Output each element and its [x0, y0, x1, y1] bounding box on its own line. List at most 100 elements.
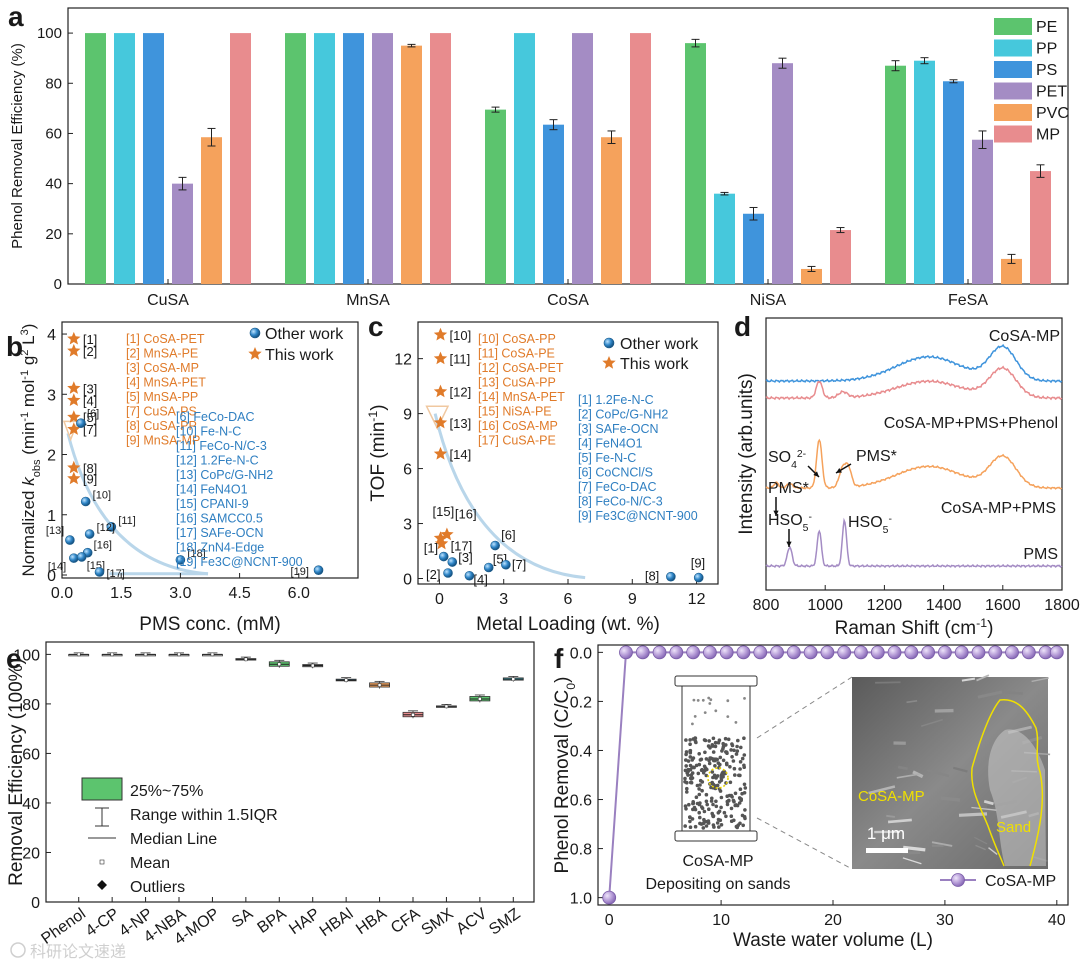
sand-grain: [710, 770, 715, 774]
legend-ball-icon: [603, 337, 615, 349]
sem-image: [852, 674, 1051, 869]
sand-grain: [700, 767, 704, 772]
ball-marker: [80, 496, 91, 507]
falling-grain: [692, 698, 696, 702]
data-point: [1021, 645, 1036, 660]
bar-MP-CuSA: [230, 33, 251, 284]
legend-label-median: Median Line: [130, 831, 217, 848]
sand-grain: [731, 798, 736, 803]
legend-outlier-icon: [97, 880, 107, 890]
sem-scale-bar: [866, 848, 908, 853]
sand-grain: [703, 750, 707, 755]
sem-flake: [906, 699, 918, 704]
sand-grain: [697, 792, 702, 797]
sand-grain: [693, 807, 698, 812]
watermark: 科研论文速递: [10, 942, 126, 961]
sem-flake: [983, 799, 994, 806]
point-label: [10]: [450, 328, 472, 343]
bar-PE-NiSA: [685, 43, 706, 284]
sand-grain: [735, 744, 739, 749]
sand-grain-shape: [988, 729, 1046, 866]
data-point: [820, 645, 835, 660]
sand-grain: [684, 738, 688, 742]
point-label: [7]: [512, 557, 526, 572]
legend-label-other: Other work: [265, 326, 344, 343]
bar-MP-NiSA: [830, 230, 851, 284]
sand-grain: [742, 736, 746, 740]
ref-other-work: [3] SAFe-OCN: [578, 422, 659, 436]
sand-grain: [712, 825, 716, 829]
trend-arrow-head: [425, 405, 450, 430]
y-tick-label: 100: [37, 25, 62, 42]
x-tick-label: 4.5: [228, 585, 250, 602]
sand-grain: [709, 799, 714, 803]
ref-this-work: [15] NiSA-PE: [478, 405, 552, 419]
sand-grain: [730, 755, 734, 759]
y-tick-label: 3: [403, 517, 412, 534]
spectrum-line-0: [765, 343, 1063, 384]
bar-MP-MnSA: [430, 33, 451, 284]
watermark-text: 科研论文速递: [30, 943, 126, 961]
sand-grain: [732, 766, 737, 771]
y-axis-label: Phenol Removal (C/C0): [552, 677, 578, 874]
mean-marker: [377, 683, 382, 687]
ref-other-work: [6] CoCNCl/S: [578, 466, 653, 480]
spectrum-label-cosa-mp: CoSA-MP: [989, 328, 1060, 345]
sand-grain: [729, 814, 734, 818]
data-point: [921, 645, 936, 660]
sand-grain: [703, 738, 708, 743]
sand-grain: [734, 752, 739, 756]
data-point: [1049, 645, 1064, 660]
sand-grain: [717, 825, 721, 829]
legend-swatch-PE: [994, 18, 1032, 35]
ref-this-work: [13] CuSA-PP: [478, 376, 556, 390]
ball-marker: [443, 568, 453, 578]
sand-grain: [698, 758, 703, 762]
mean-marker: [411, 713, 415, 717]
bar-PET-FeSA: [972, 139, 993, 284]
sand-grain: [721, 746, 725, 751]
x-axis-label: Metal Loading (wt. %): [476, 614, 660, 635]
sand-grain: [697, 787, 701, 791]
legend-star-icon: [602, 356, 616, 369]
sand-grain: [704, 792, 709, 797]
data-point: [602, 890, 617, 905]
mean-marker: [76, 652, 81, 657]
sand-grain: [742, 753, 747, 757]
x-tick-label: 1400: [926, 597, 962, 614]
sem-flake: [953, 766, 968, 773]
ball-marker: [438, 551, 449, 562]
sand-grain: [691, 807, 695, 812]
sem-flake: [976, 674, 990, 682]
sand-grain: [711, 736, 716, 741]
sand-grain: [693, 824, 698, 829]
x-tick-label: NiSA: [750, 292, 787, 309]
zoom-connector: [756, 676, 853, 739]
y-tick-label: 80: [45, 75, 62, 92]
sand-grain: [719, 795, 724, 800]
x-tick-label: SMX: [419, 905, 457, 939]
bar-PE-CoSA: [485, 109, 506, 284]
sand-grain: [707, 807, 711, 811]
data-point: [904, 645, 919, 660]
sand-grain: [704, 757, 709, 761]
x-tick-label: CoSA: [547, 292, 589, 309]
sand-grain: [700, 788, 704, 793]
legend-label-PS: PS: [1036, 62, 1057, 79]
annotation-pms-left: PMS*: [768, 480, 809, 497]
panel-e-frame: [45, 641, 535, 903]
ref-other-work: [9] Fe3C@NCNT-900: [578, 509, 698, 523]
legend-box-icon: [81, 777, 123, 801]
sand-grain: [738, 821, 742, 826]
y-tick-label: 100: [13, 647, 40, 664]
sand-grain: [712, 758, 716, 763]
point-label: [4]: [473, 572, 487, 587]
sand-grain: [736, 738, 740, 743]
sand-grain: [707, 761, 712, 766]
point-label: [17]: [451, 539, 473, 554]
falling-grain: [714, 709, 718, 713]
bar-PP-NiSA: [714, 193, 735, 284]
point-label: [17]: [106, 568, 124, 580]
x-tick-label: 1000: [807, 597, 843, 614]
ref-this-work: [11] CoSA-PE: [478, 347, 555, 361]
